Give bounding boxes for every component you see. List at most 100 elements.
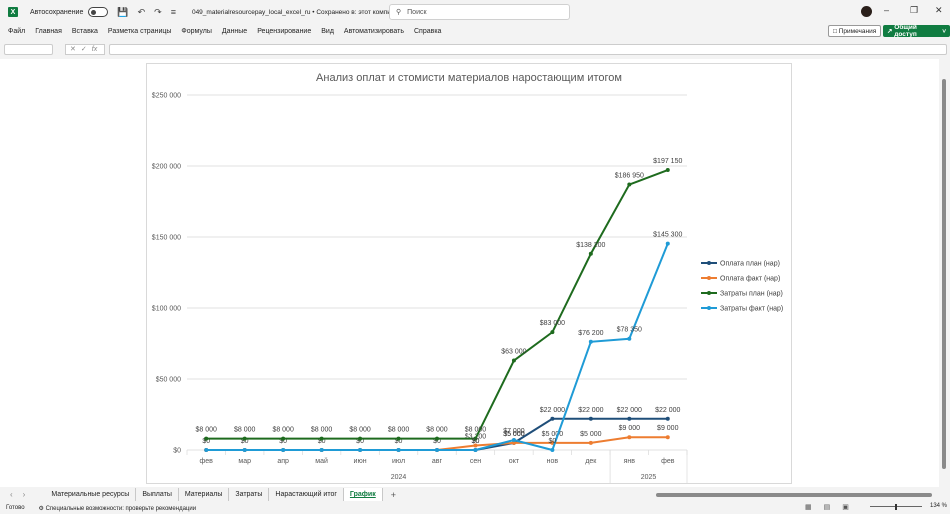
legend-label: Оплата план (нар): [720, 261, 780, 268]
data-point: [627, 416, 632, 421]
legend-marker: [707, 261, 711, 265]
menu-help[interactable]: Справка: [413, 28, 442, 35]
data-label: $5 000: [503, 431, 525, 438]
vertical-scrollbar[interactable]: [939, 59, 950, 487]
menu-data[interactable]: Данные: [221, 28, 248, 35]
avatar[interactable]: [861, 6, 872, 17]
data-point: [627, 336, 632, 341]
y-tick-label: $250 000: [152, 93, 181, 100]
sheet-tab-cumulative[interactable]: Нарастающий итог: [269, 488, 344, 501]
cancel-icon[interactable]: ✕: [70, 46, 76, 53]
maximize-icon[interactable]: ❐: [910, 5, 919, 15]
confirm-icon[interactable]: ✓: [80, 46, 87, 53]
menu-insert[interactable]: Вставка: [71, 28, 98, 35]
data-point: [588, 416, 593, 421]
data-label: $0: [318, 438, 326, 445]
next-sheet-icon[interactable]: ›: [22, 490, 26, 499]
y-tick-label: $200 000: [152, 164, 181, 171]
share-button[interactable]: ↗ Общий доступ ˅: [883, 24, 950, 38]
search-box[interactable]: ⚲ Поиск: [389, 4, 570, 20]
legend-marker: [707, 291, 711, 295]
x-tick-label: дек: [585, 458, 597, 465]
y-tick-label: $50 000: [156, 377, 181, 384]
data-point: [396, 448, 401, 452]
data-point: [588, 251, 593, 256]
data-point: [358, 448, 363, 452]
year-group-label: 2025: [641, 474, 657, 481]
menu-view[interactable]: Вид: [321, 28, 334, 35]
data-point: [435, 436, 439, 441]
data-point: [242, 436, 247, 441]
sheet-tab-chart[interactable]: График: [343, 488, 383, 501]
x-tick-label: авг: [432, 458, 443, 465]
data-label: $8 000: [234, 427, 256, 434]
data-label: $0: [395, 438, 403, 445]
sheet-tabs-bar: ‹ › Материальные ресурсы Выплаты Материа…: [0, 487, 950, 502]
x-tick-label: фев: [200, 458, 214, 465]
prev-sheet-icon[interactable]: ‹: [10, 490, 13, 499]
search-placeholder: Поиск: [407, 8, 427, 16]
ribbon-tabs: Файл Главная Вставка Разметка страницы Ф…: [0, 24, 950, 39]
accessibility-status[interactable]: ⚙ Специальные возможности: проверьте рек…: [38, 505, 197, 512]
data-point: [435, 448, 439, 452]
vertical-scroll-thumb[interactable]: [942, 79, 946, 469]
zoom-knob[interactable]: [895, 504, 897, 510]
normal-view-icon[interactable]: ▦: [805, 504, 812, 511]
redo-icon[interactable]: ↷: [154, 6, 162, 17]
data-point: [665, 241, 670, 246]
sheet-tab-material-resources[interactable]: Материальные ресурсы: [45, 488, 137, 501]
notes-button[interactable]: □ Примечания: [828, 25, 882, 37]
sheet-tab-materials[interactable]: Материалы: [179, 488, 230, 501]
menu-review[interactable]: Рецензирование: [257, 28, 312, 35]
formula-input[interactable]: [109, 43, 947, 55]
x-tick-label: июл: [392, 458, 405, 465]
legend-marker: [707, 306, 711, 310]
undo-icon[interactable]: ↶: [137, 6, 146, 17]
data-label: $8 000: [349, 427, 371, 434]
customize-toolbar-icon[interactable]: ≡: [170, 7, 176, 17]
y-tick-label: $0: [173, 448, 181, 455]
data-label: $63 000: [501, 349, 526, 356]
status-ready: Готово: [6, 505, 25, 511]
function-icon[interactable]: fx: [91, 45, 98, 53]
data-point: [550, 448, 555, 452]
horizontal-scroll-thumb[interactable]: [656, 493, 932, 497]
menu-page-layout[interactable]: Разметка страницы: [107, 28, 172, 35]
data-label: $8 000: [388, 427, 410, 434]
x-tick-label: янв: [624, 458, 636, 465]
menu-home[interactable]: Главная: [35, 28, 62, 35]
data-point: [358, 436, 363, 441]
data-point: [281, 436, 286, 441]
data-point: [588, 339, 593, 344]
file-name[interactable]: 049_materialresourcepay_local_excel_ru •…: [191, 8, 411, 16]
data-point: [204, 448, 209, 452]
chart-object[interactable]: Анализ оплат и стомисти материалов нарос…: [146, 63, 792, 484]
page-break-view-icon[interactable]: ▣: [842, 504, 849, 511]
data-point: [473, 436, 478, 441]
add-sheet-icon[interactable]: +: [390, 489, 396, 500]
close-icon[interactable]: ✕: [935, 5, 943, 15]
menu-automate[interactable]: Автоматизировать: [343, 28, 404, 35]
minimize-icon[interactable]: –: [884, 5, 890, 15]
page-layout-view-icon[interactable]: ▤: [823, 504, 831, 511]
formula-bar: ✕ ✓ fx: [0, 41, 950, 57]
data-label: $7 000: [503, 428, 525, 435]
menu-file[interactable]: Файл: [8, 28, 26, 35]
data-label: $5 000: [503, 431, 525, 438]
data-label: $145 300: [653, 232, 682, 239]
sheet-tab-costs[interactable]: Затраты: [229, 488, 270, 501]
data-point: [473, 448, 478, 452]
excel-logo-icon: X: [8, 7, 18, 17]
zoom-level[interactable]: 134 %: [930, 503, 948, 509]
data-label: $8 000: [311, 427, 333, 434]
menu-formulas[interactable]: Формулы: [181, 28, 212, 35]
data-point: [511, 440, 516, 445]
sheet-tab-payments[interactable]: Выплаты: [136, 488, 179, 501]
comment-icon: □: [833, 27, 839, 35]
search-icon: ⚲: [396, 9, 402, 16]
save-icon[interactable]: 💾: [117, 6, 129, 17]
autosave-toggle[interactable]: [88, 7, 109, 17]
year-group-label: 2024: [391, 474, 407, 481]
legend-label: Оплата факт (нар): [720, 276, 780, 283]
name-box[interactable]: [4, 43, 53, 55]
